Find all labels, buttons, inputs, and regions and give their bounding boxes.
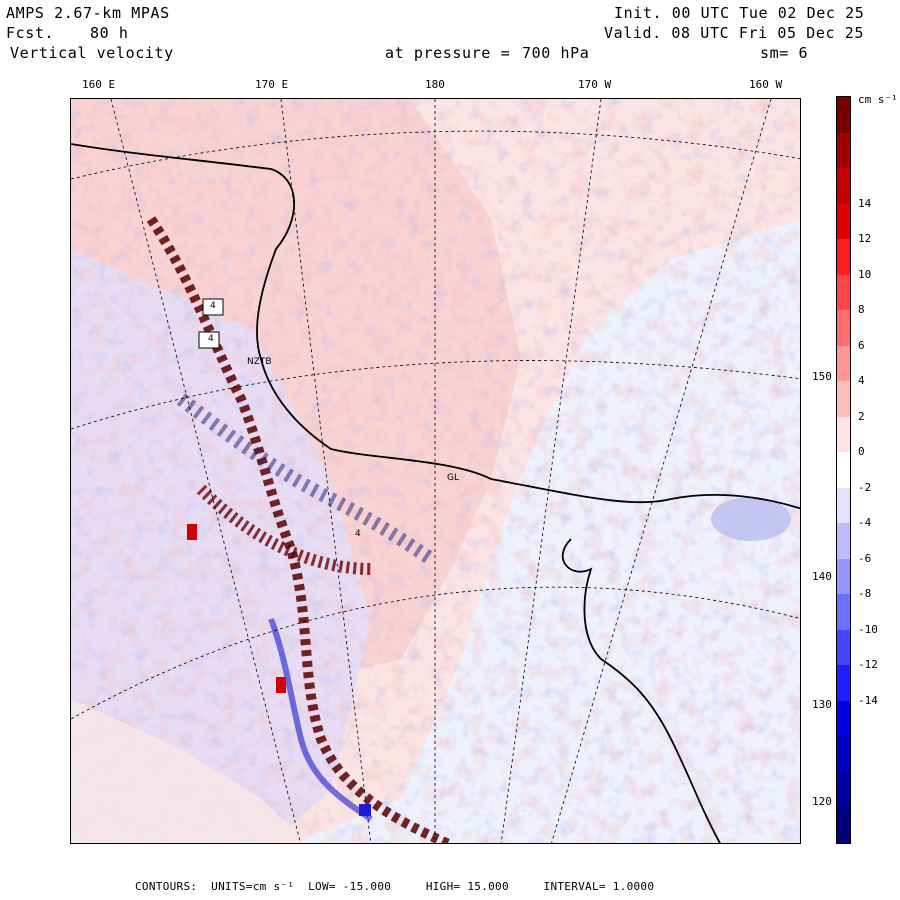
- east-negative-patch: [711, 497, 791, 541]
- forecast-hour: 80 h: [90, 24, 129, 42]
- colorbar-segment: [837, 97, 850, 134]
- colorbar-label: -12: [858, 658, 878, 672]
- lon-tick-180: 180: [425, 78, 445, 91]
- pressure-label: at pressure =: [385, 44, 511, 62]
- colorbar-label: 4: [858, 374, 865, 388]
- colorbar-segment: [837, 558, 850, 595]
- colorbar-segment: [837, 771, 850, 808]
- colorbar-units: cm s⁻¹: [858, 93, 898, 106]
- footer-low: LOW= -15.000: [308, 880, 392, 893]
- station-marker-box: [198, 331, 220, 349]
- glacier-band-blue: [268, 617, 373, 822]
- field-name: Vertical velocity: [10, 44, 174, 62]
- colorbar-label: 6: [858, 338, 865, 352]
- colorbar-label: 8: [858, 303, 865, 317]
- station-nztb: NZTB: [247, 357, 272, 367]
- station-marker-value-1: 4: [210, 301, 216, 311]
- colorbar-label: -4: [858, 516, 872, 530]
- grounding-line: [561, 538, 721, 843]
- footer-interval: INTERVAL= 1.0000: [543, 880, 655, 893]
- colorbar-label: -6: [858, 551, 872, 565]
- colorbar-segment: [837, 381, 850, 418]
- texture-negative: [71, 99, 800, 843]
- colorbar-label: 2: [858, 409, 865, 423]
- colorbar-segment: [837, 594, 850, 631]
- colorbar-segment: [837, 274, 850, 311]
- colorbar-segment: [837, 665, 850, 702]
- station-marker-value-2: 4: [208, 334, 214, 344]
- colorbar-label: -10: [858, 622, 878, 636]
- colorbar-segment: [837, 736, 850, 773]
- colorbar-label: 12: [858, 232, 872, 246]
- map-svg: [71, 99, 800, 843]
- colorbar-segment: [837, 168, 850, 205]
- footer-high: HIGH= 15.000: [425, 880, 509, 893]
- footer: CONTOURS: UNITS=cm s⁻¹ LOW= -15.000 HIGH…: [135, 880, 654, 893]
- colorbar-segment: [837, 629, 850, 666]
- station-marker-red: [276, 677, 286, 693]
- station-marker-blue: [359, 804, 371, 816]
- colorbar-segment: [837, 310, 850, 347]
- colorbar-label: -14: [858, 693, 878, 707]
- colorbar-label: 10: [858, 267, 872, 281]
- station-marker-box: [202, 298, 224, 316]
- colorbar-label: -8: [858, 587, 872, 601]
- lon-tick-160w: 160 W: [749, 78, 783, 91]
- colorbar-segment: [837, 132, 850, 169]
- pressure-value: 700 hPa: [522, 44, 590, 62]
- coastline: [71, 143, 800, 510]
- lon-tick-170e: 170 E: [255, 78, 289, 91]
- mountain-band-blue: [176, 393, 435, 565]
- graticule: [71, 99, 800, 843]
- footer-contours: CONTOURS:: [135, 880, 198, 893]
- mountain-band-red: [196, 484, 372, 575]
- colorbar-segment: [837, 345, 850, 382]
- colorbar-label: -2: [858, 480, 872, 494]
- valid-time: Valid. 08 UTC Fri 05 Dec 25: [604, 24, 865, 42]
- forecast-label: Fcst.: [6, 24, 55, 42]
- colorbar-segment: [837, 239, 850, 276]
- lon-tick-170w: 170 W: [578, 78, 612, 91]
- station-marker-red: [187, 524, 197, 540]
- colorbar-segment: [837, 700, 850, 737]
- model-title: AMPS 2.67-km MPAS: [6, 4, 170, 22]
- station-marker-value-3: 4: [355, 529, 361, 539]
- map-panel: NZTB GL 4 4 4: [70, 98, 801, 844]
- colorbar-segment: [837, 203, 850, 240]
- lower-left-field: [71, 699, 309, 843]
- colorbar-segment: [837, 523, 850, 560]
- colorbar-segment: [837, 416, 850, 453]
- colorbar-label: 0: [858, 445, 865, 459]
- colorbar-segment: [837, 452, 850, 489]
- colorbar-segment: [837, 487, 850, 524]
- colorbar: [836, 96, 851, 844]
- init-time: Init. 00 UTC Tue 02 Dec 25: [614, 4, 865, 22]
- station-gl: GL: [447, 473, 459, 483]
- lon-tick-160e: 160 E: [82, 78, 116, 91]
- colorbar-segment: [837, 807, 850, 844]
- footer-units: UNITS=cm s⁻¹: [211, 880, 295, 893]
- smoothing-value: sm= 6: [760, 44, 809, 62]
- colorbar-label: 14: [858, 196, 872, 210]
